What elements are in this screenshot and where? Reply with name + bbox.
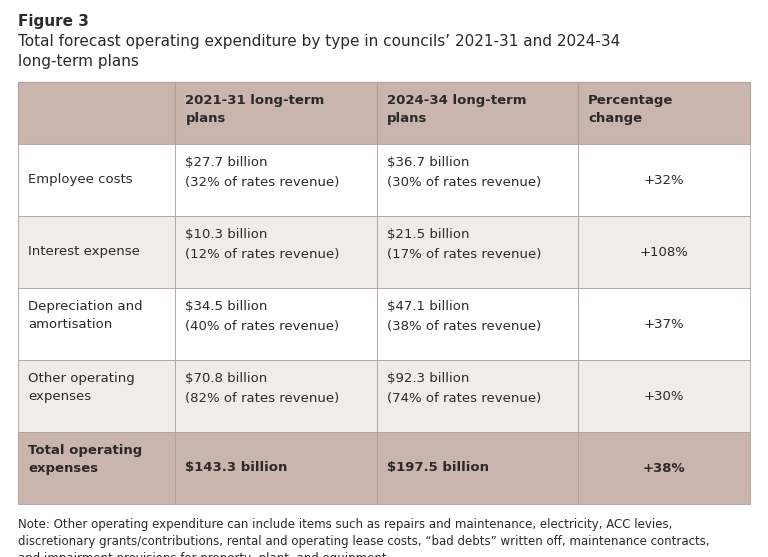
Text: and impairment provisions for property, plant, and equipment.: and impairment provisions for property, … [18,552,390,557]
Bar [175,144,376,216]
Text: 2024-34 long-term: 2024-34 long-term [386,94,526,107]
Bar [18,432,175,504]
Text: amortisation: amortisation [28,318,112,331]
Text: Total forecast operating expenditure by type in councils’ 2021-31 and 2024-34: Total forecast operating expenditure by … [18,34,621,49]
Text: (32% of rates revenue): (32% of rates revenue) [185,176,339,189]
Text: expenses: expenses [28,390,91,403]
Bar [376,82,578,144]
Text: plans: plans [185,112,226,125]
Text: Figure 3: Figure 3 [18,14,89,29]
Text: $27.7 billion: $27.7 billion [185,156,268,169]
Text: plans: plans [386,112,427,125]
Bar [18,144,175,216]
Bar [175,288,376,360]
Text: (38% of rates revenue): (38% of rates revenue) [386,320,541,333]
Text: Percentage: Percentage [588,94,674,107]
Text: +108%: +108% [640,246,688,258]
Text: $10.3 billion: $10.3 billion [185,228,268,241]
Bar [376,432,578,504]
Text: $21.5 billion: $21.5 billion [386,228,469,241]
Text: $92.3 billion: $92.3 billion [386,372,469,385]
Bar [578,144,750,216]
Bar [175,82,376,144]
Bar [578,288,750,360]
Text: Employee costs: Employee costs [28,173,133,187]
Bar [18,360,175,432]
Bar [578,360,750,432]
Bar [376,360,578,432]
Text: expenses: expenses [28,462,98,475]
Text: (17% of rates revenue): (17% of rates revenue) [386,248,541,261]
Bar [175,360,376,432]
Bar [376,144,578,216]
Text: Total operating: Total operating [28,444,142,457]
Text: $70.8 billion: $70.8 billion [185,372,267,385]
Bar [18,288,175,360]
Bar [376,216,578,288]
Text: $47.1 billion: $47.1 billion [386,300,469,313]
Text: $197.5 billion: $197.5 billion [386,462,488,475]
Text: Other operating: Other operating [28,372,134,385]
Text: Note: Other operating expenditure can include items such as repairs and maintena: Note: Other operating expenditure can in… [18,518,672,531]
Text: +32%: +32% [644,173,684,187]
Bar [578,432,750,504]
Bar [18,82,175,144]
Text: $34.5 billion: $34.5 billion [185,300,268,313]
Bar [376,288,578,360]
Text: (40% of rates revenue): (40% of rates revenue) [185,320,339,333]
Bar [578,216,750,288]
Bar [175,432,376,504]
Bar [18,216,175,288]
Text: 2021-31 long-term: 2021-31 long-term [185,94,325,107]
Text: discretionary grants/contributions, rental and operating lease costs, “bad debts: discretionary grants/contributions, rent… [18,535,710,548]
Bar [175,216,376,288]
Text: $36.7 billion: $36.7 billion [386,156,469,169]
Text: Interest expense: Interest expense [28,246,140,258]
Text: long-term plans: long-term plans [18,54,139,69]
Bar [578,82,750,144]
Text: +37%: +37% [644,317,684,330]
Text: +38%: +38% [643,462,685,475]
Text: +30%: +30% [644,389,684,403]
Text: Depreciation and: Depreciation and [28,300,143,313]
Text: (74% of rates revenue): (74% of rates revenue) [386,392,541,405]
Text: (12% of rates revenue): (12% of rates revenue) [185,248,339,261]
Text: (30% of rates revenue): (30% of rates revenue) [386,176,541,189]
Text: change: change [588,112,642,125]
Text: $143.3 billion: $143.3 billion [185,462,288,475]
Text: (82% of rates revenue): (82% of rates revenue) [185,392,339,405]
